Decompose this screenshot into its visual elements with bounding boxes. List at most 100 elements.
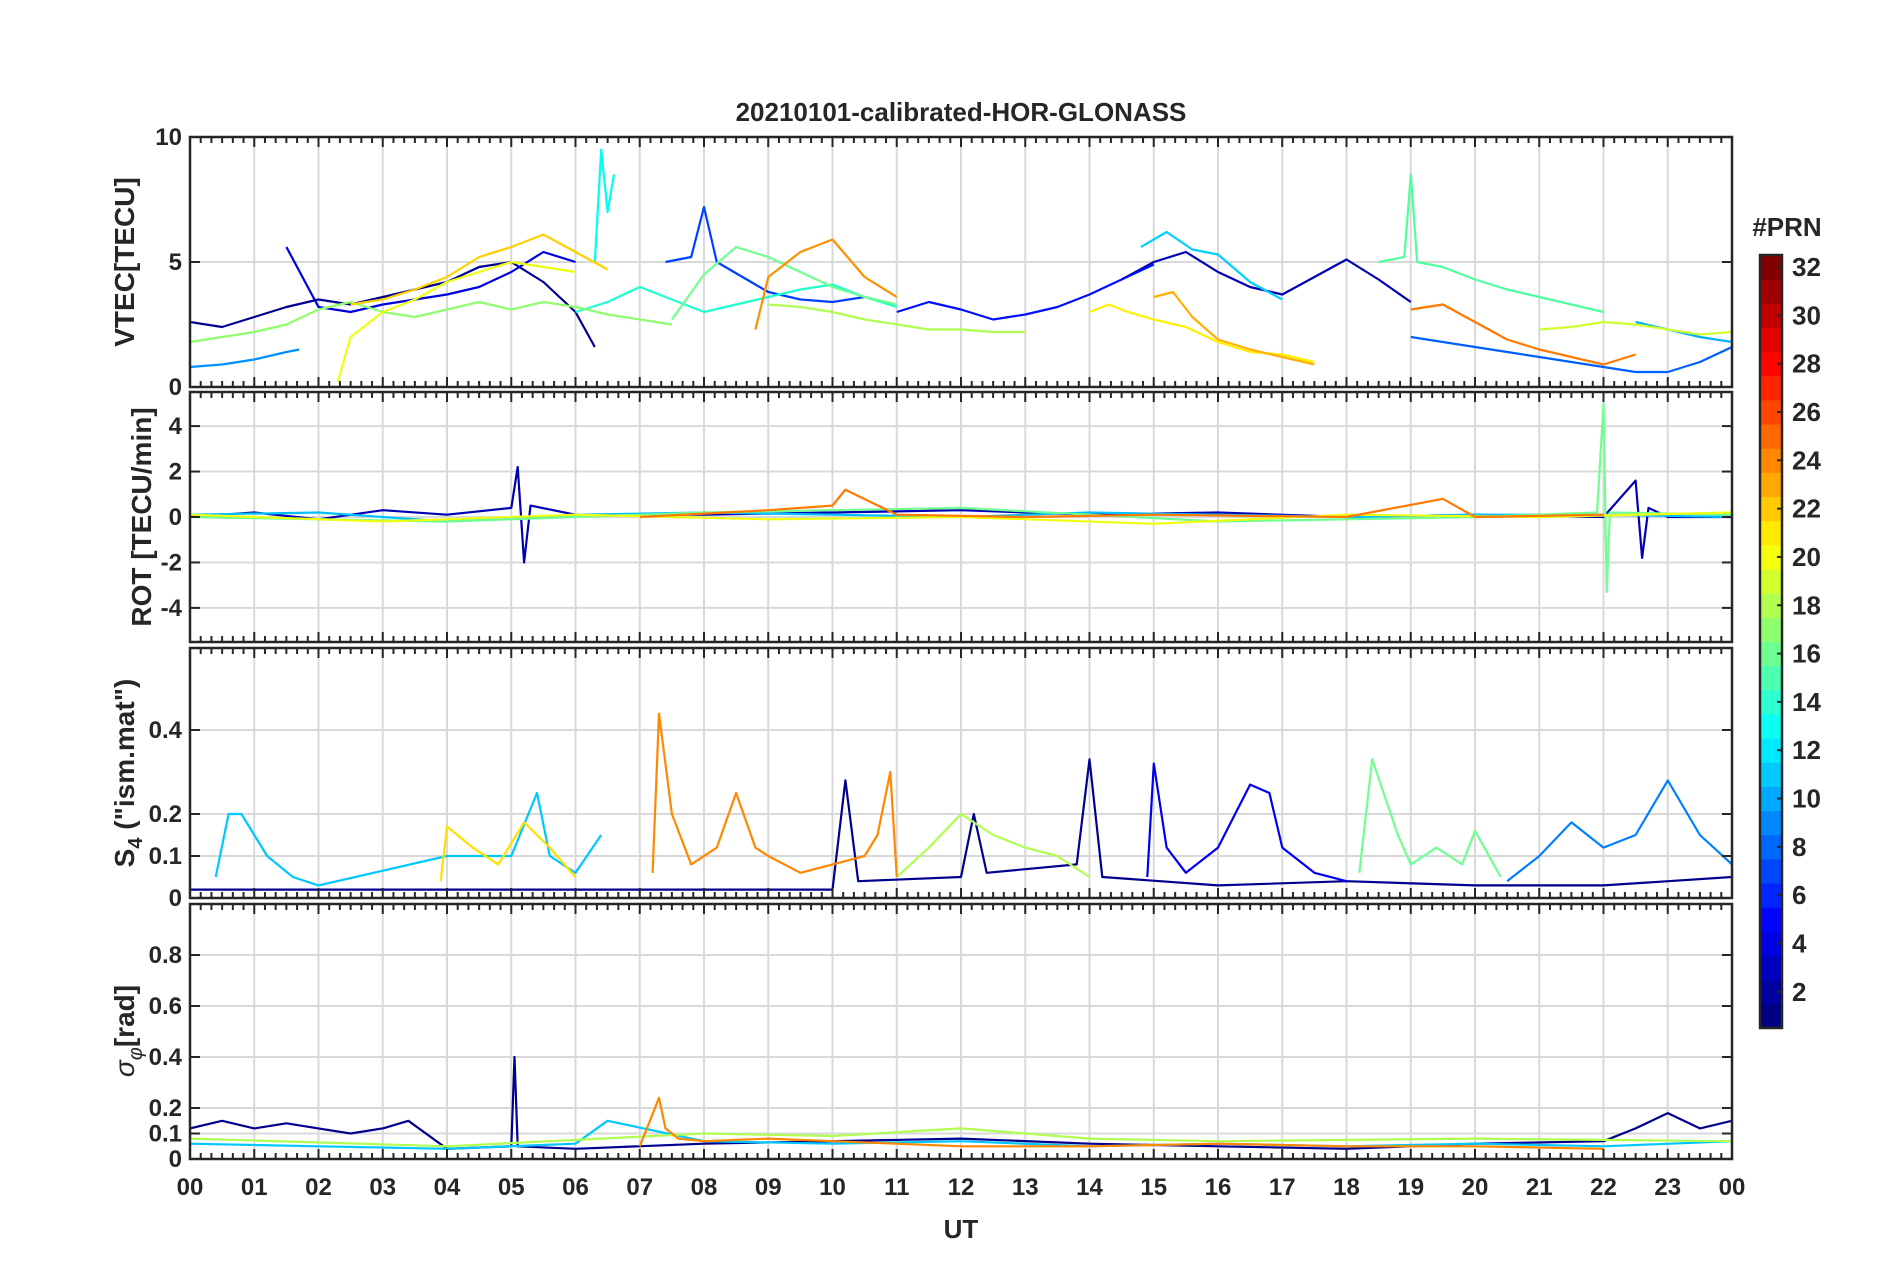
series-line-prn-15: [671, 245, 898, 321]
s4-y-label: S4 ("ism.mat"): [109, 679, 147, 868]
x-tick-label: 10: [819, 1174, 846, 1201]
colorbar-segment: [1760, 713, 1782, 739]
y-tick-label: 0.2: [149, 1095, 182, 1122]
colorbar-segment: [1760, 834, 1782, 860]
series-line-prn-17: [896, 812, 1091, 878]
colorbar-tick-label: 4: [1792, 928, 1807, 958]
colorbar-tick-label: 30: [1792, 300, 1821, 330]
x-tick-label: 13: [1012, 1174, 1039, 1201]
series-line-prn-3: [1146, 762, 1347, 883]
colorbar-segment: [1760, 303, 1782, 328]
series-line-prn-12: [593, 148, 616, 263]
series-line-prn-21: [350, 233, 609, 306]
colorbar-label: #PRN: [1752, 212, 1821, 242]
colorbar-segment: [1760, 520, 1782, 546]
x-tick-label: 04: [434, 1174, 461, 1201]
colorbar-tick-label: 2: [1792, 977, 1806, 1007]
colorbar-segment: [1760, 617, 1782, 642]
y-tick-label: -4: [161, 595, 183, 622]
colorbar-segment: [1760, 931, 1782, 957]
colorbar-segment: [1760, 810, 1782, 836]
series-line-prn-24: [639, 488, 1604, 519]
colorbar-segment: [1760, 689, 1782, 715]
x-tick-label: 23: [1654, 1174, 1681, 1201]
y-tick-label: 0: [169, 504, 182, 531]
colorbar-segment: [1760, 496, 1782, 522]
series-line-prn-23: [651, 712, 898, 878]
colorbar-segment: [1760, 544, 1782, 570]
y-tick-label: 0.4: [149, 717, 183, 744]
rot-panel: -4 -2 0 2 4: [161, 390, 1734, 644]
colorbar-segment: [1760, 641, 1782, 667]
series-line-prn-16: [190, 300, 673, 344]
series-line-prn-18: [1539, 320, 1732, 336]
y-tick-label: 0: [169, 885, 182, 912]
colorbar-tick-label: 10: [1792, 784, 1821, 814]
y-tick-label: 4: [169, 413, 183, 440]
x-tick-label: 07: [626, 1174, 653, 1201]
x-tick-label: 12: [948, 1174, 975, 1201]
colorbar-tick-label: 6: [1792, 880, 1806, 910]
colorbar-segment: [1760, 762, 1782, 787]
x-tick-labels: 00 01 02 03 04 05 06 07 08 09 10 11 12 13 14 15 16 17 18 19…: [177, 1174, 1746, 1201]
x-tick-label: 03: [369, 1174, 396, 1201]
vtec-y-label: VTEC[TECU]: [109, 177, 140, 347]
series-line-prn-20: [1089, 303, 1315, 364]
colorbar-tick-label: 26: [1792, 397, 1821, 427]
series-line-prn-8: [1635, 320, 1732, 344]
series-line-prn-1: [190, 465, 1732, 564]
series-line-prn-1: [190, 1055, 1732, 1150]
y-tick-label: 0.2: [149, 801, 182, 828]
sigma-phi-y-label: σφ[rad]: [109, 985, 147, 1077]
colorbar-segment: [1760, 375, 1782, 401]
vtec-panel: 0 5 10: [155, 124, 1734, 401]
y-tick-label: 2: [169, 459, 182, 486]
series-line-prn-22: [1153, 290, 1315, 366]
colorbar-tick-label: 16: [1792, 639, 1821, 669]
series-line-prn-15: [1358, 758, 1502, 878]
colorbar-segment: [1760, 424, 1782, 449]
series-line-prn-7: [190, 348, 300, 369]
series-line-prn-6: [1410, 335, 1732, 374]
colorbar-segment: [1760, 399, 1782, 425]
y-tick-label: 0.1: [149, 1121, 182, 1148]
x-tick-label: 05: [498, 1174, 525, 1201]
colorbar-tick-label: 32: [1792, 252, 1821, 282]
series-line-prn-10: [1140, 230, 1283, 301]
x-tick-label: 00: [177, 1174, 204, 1201]
y-tick-label: 5: [169, 249, 182, 276]
colorbar-segment: [1760, 351, 1782, 377]
colorbar-frame: [1758, 253, 1784, 1030]
y-tick-label: 0.6: [149, 993, 182, 1020]
colorbar-segment: [1760, 979, 1782, 1005]
series-line-prn-23: [638, 1096, 1604, 1150]
colorbar-tick-label: 14: [1792, 687, 1821, 717]
colorbar-segment: [1760, 255, 1782, 280]
series-line-prn-20: [439, 821, 577, 882]
colorbar-tick-label: 8: [1792, 832, 1806, 862]
colorbar-segment: [1760, 883, 1782, 908]
x-tick-label: 06: [562, 1174, 589, 1201]
x-axis-label: UT: [944, 1214, 979, 1244]
colorbar-tick-label: 20: [1792, 542, 1821, 572]
x-tick-label: 00: [1719, 1174, 1746, 1201]
series-line-prn-13: [575, 283, 898, 314]
colorbar-segment: [1760, 786, 1782, 812]
x-tick-label: 01: [241, 1174, 268, 1201]
colorbar-tick-label: 12: [1792, 735, 1821, 765]
rot-y-label: ROT [TECU/min]: [126, 407, 157, 626]
x-tick-label: 19: [1397, 1174, 1424, 1201]
figure-title: 20210101-calibrated-HOR-GLONASS: [736, 97, 1187, 127]
series-line-prn-11: [214, 791, 603, 887]
x-tick-label: 17: [1269, 1174, 1296, 1201]
y-tick-label: -2: [161, 549, 182, 576]
y-tick-label: 0.1: [149, 843, 182, 870]
series-line-prn-17: [768, 303, 1026, 334]
sigma-phi-panel: 00.10.2 0.4 0.6 0.8: [149, 902, 1734, 1173]
colorbar-segment: [1760, 279, 1782, 304]
colorbar-tick-label: 22: [1792, 494, 1821, 524]
x-tick-label: 02: [305, 1174, 332, 1201]
colorbar-tick-label: 28: [1792, 349, 1821, 379]
